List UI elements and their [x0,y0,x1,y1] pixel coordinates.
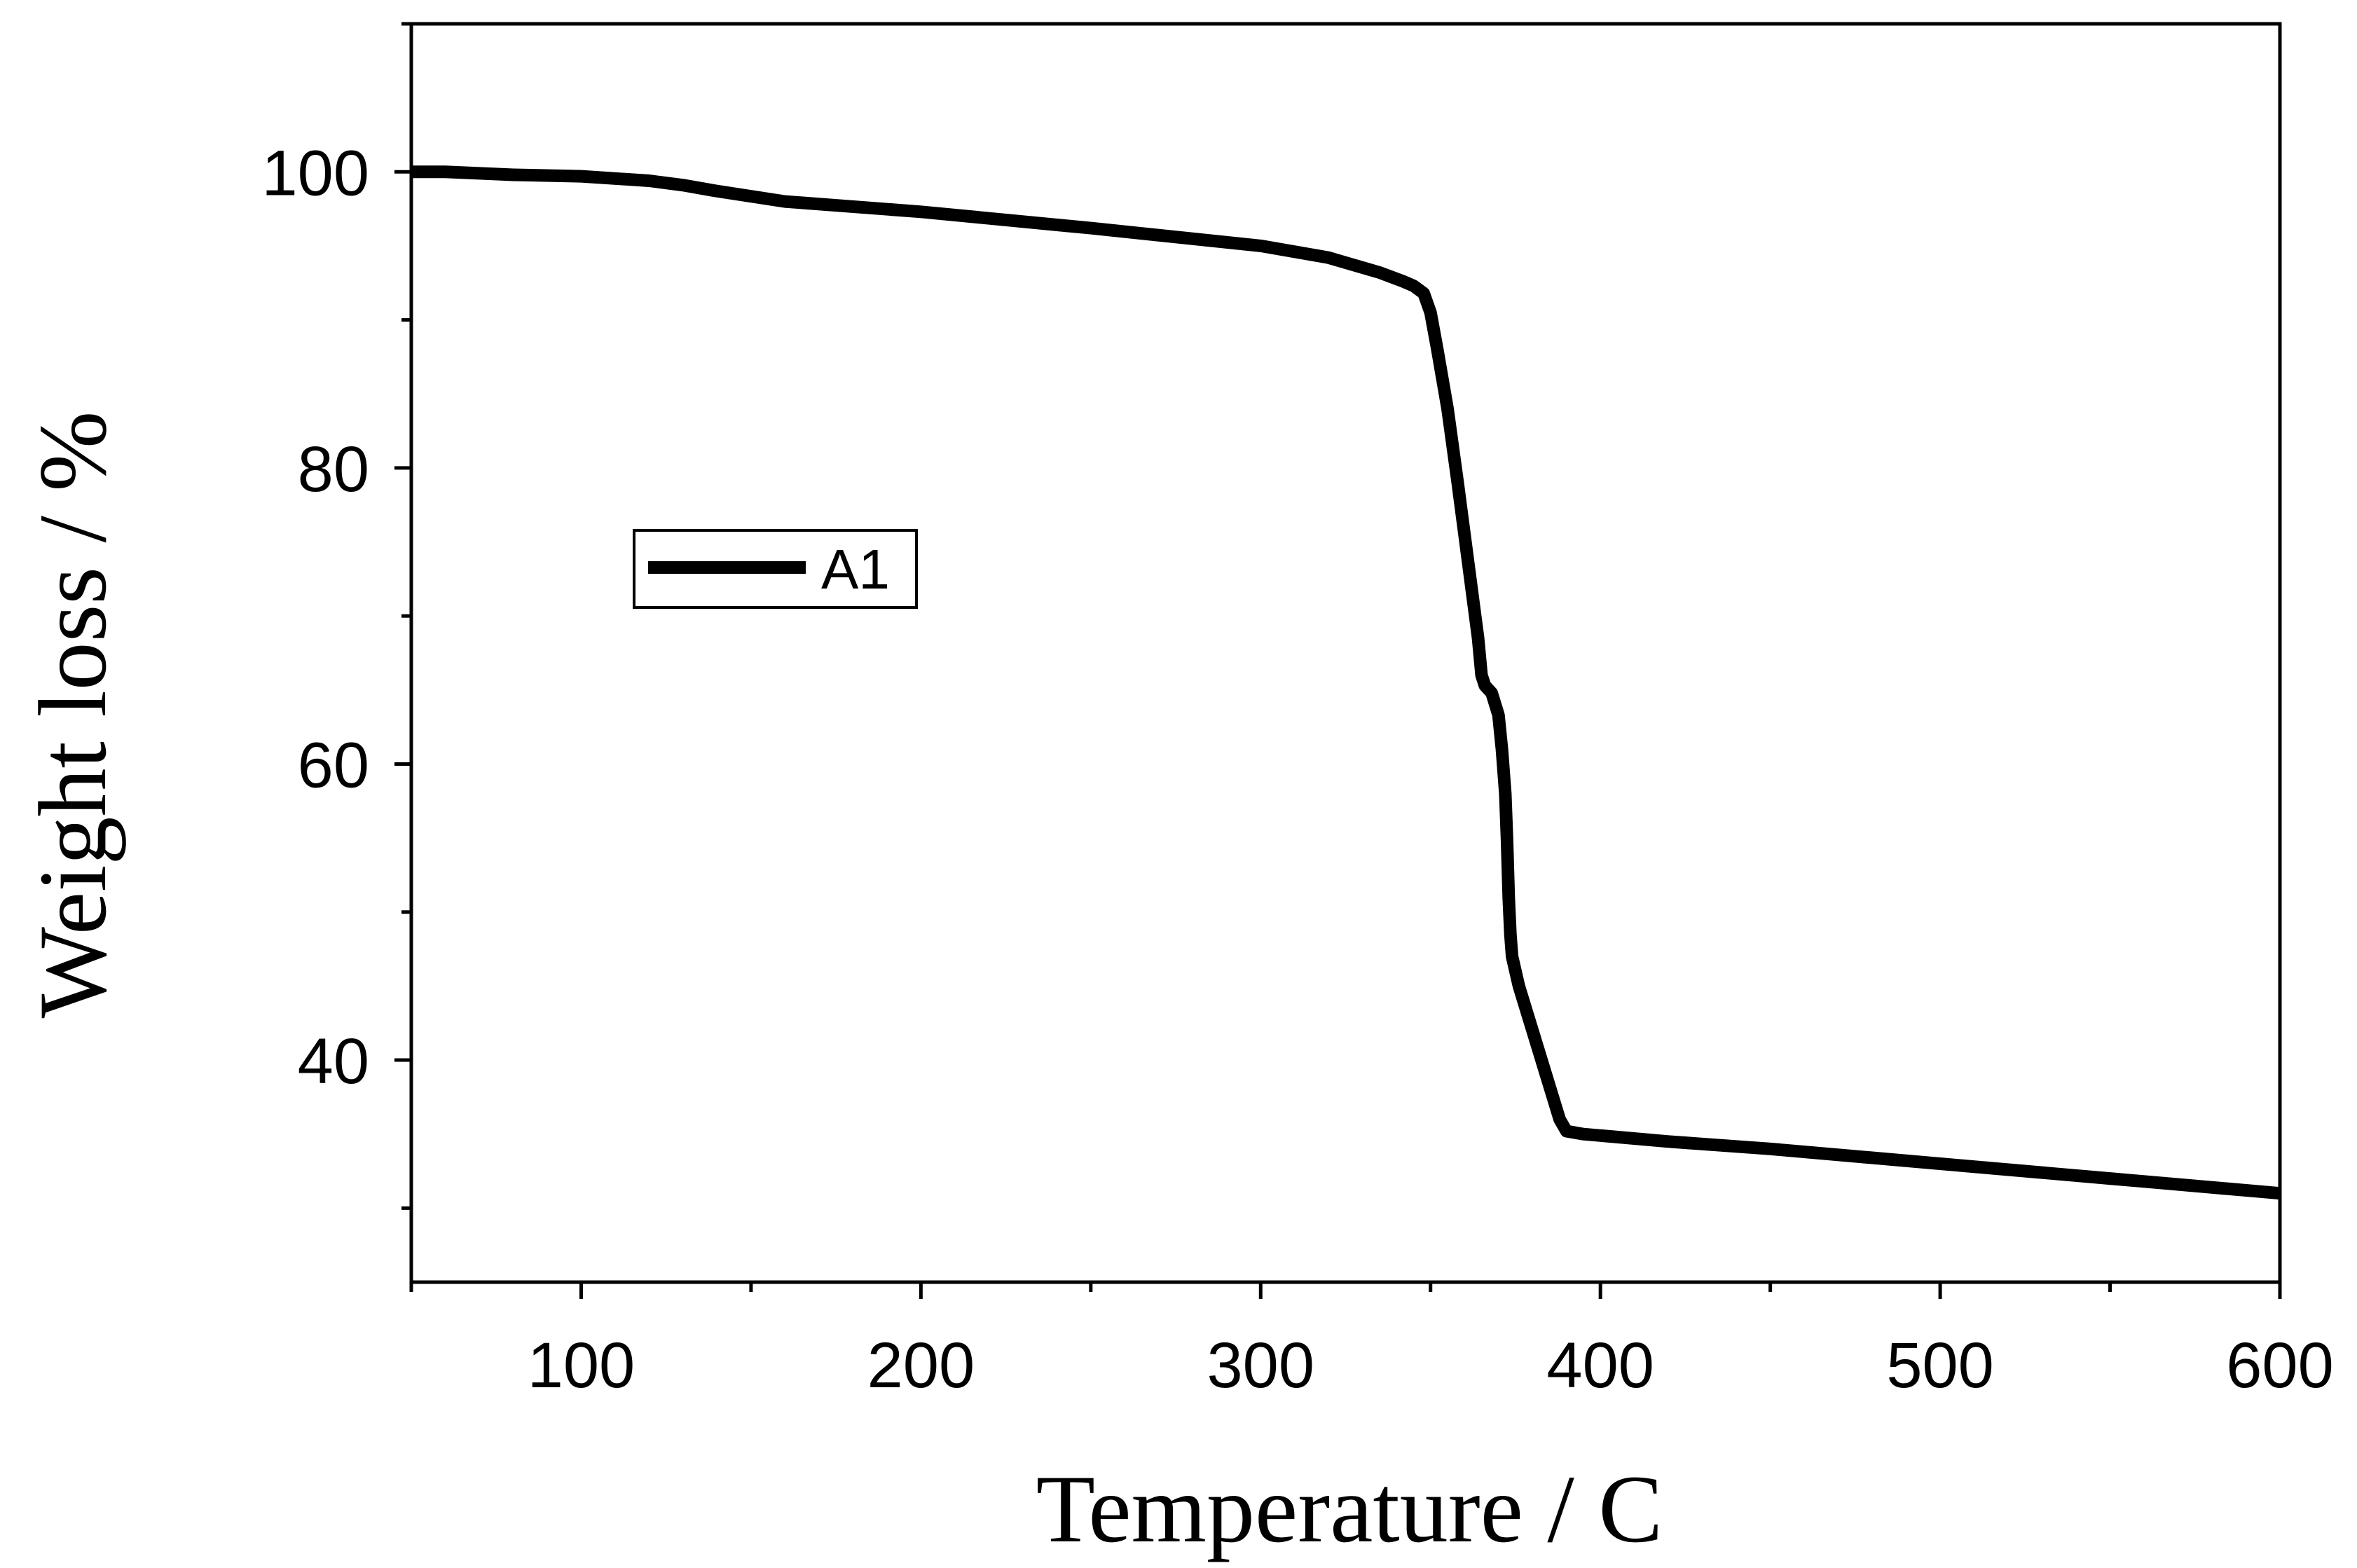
x-tick-label: 100 [528,1330,635,1401]
x-tick-label: 200 [867,1330,975,1401]
axes [409,22,2282,1284]
x-axis-title: Temperature / C [1036,1455,1663,1562]
y-axis-title: Weight loss / % [19,411,126,1019]
x-tick-label: 300 [1207,1330,1315,1401]
y-tick-label: 100 [262,137,370,209]
ticks: 100 200 300 400 500 600 40 60 80 100 [262,22,2334,1401]
x-tick-label: 500 [1886,1330,1994,1401]
y-tick-label: 80 [298,434,369,505]
x-tick-label: 400 [1546,1330,1654,1401]
y-tick-label: 60 [298,729,369,801]
legend-label-a1: A1 [821,538,890,600]
x-tick-label: 600 [2226,1330,2334,1401]
legend: A1 [633,529,918,609]
series-layer [411,165,2281,1200]
series-line-a1 [411,165,2281,1200]
y-tick-label: 40 [298,1026,369,1097]
plot-frame [409,22,2282,1284]
